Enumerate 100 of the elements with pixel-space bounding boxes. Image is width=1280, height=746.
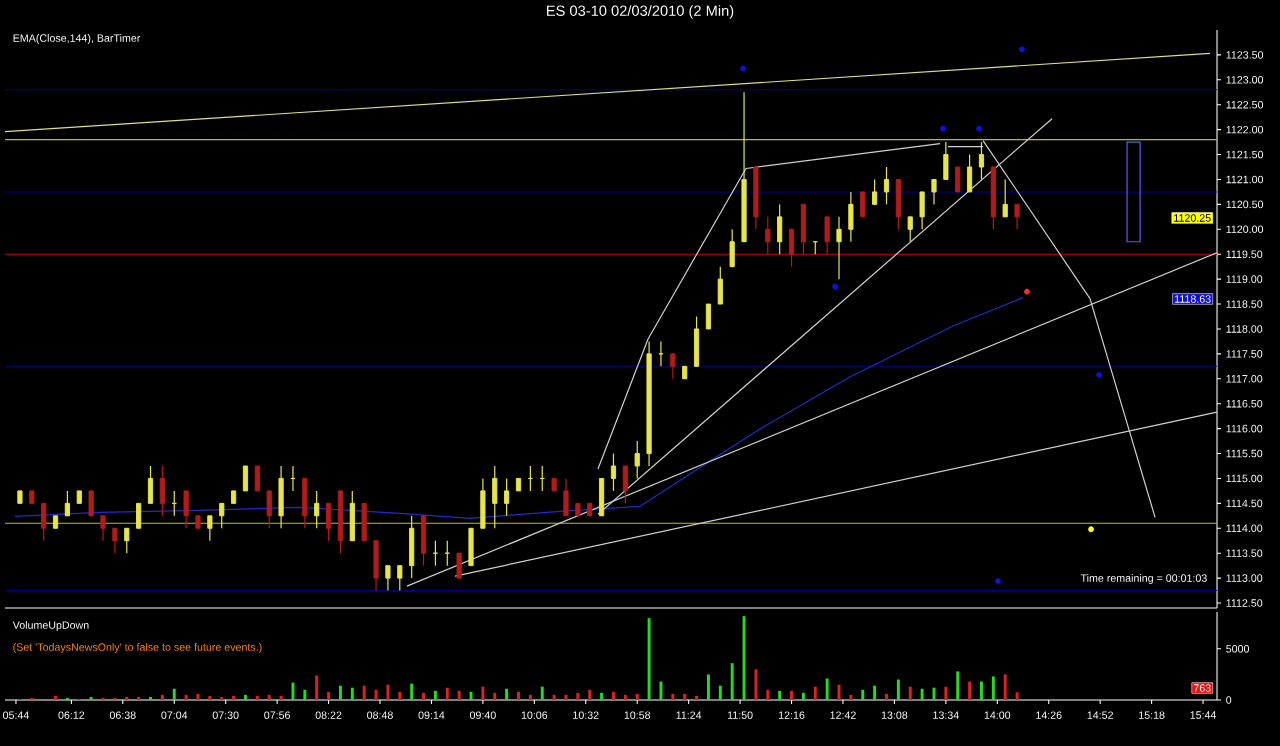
point <box>832 283 838 290</box>
bar <box>232 695 236 700</box>
bar <box>612 691 615 700</box>
x-tick-label: 06:38 <box>109 711 136 719</box>
bar <box>956 671 960 700</box>
y-tick-label: 1113.50 <box>1226 549 1263 557</box>
bar <box>968 681 972 700</box>
bar <box>766 689 770 700</box>
bar <box>790 690 793 700</box>
bar <box>481 686 485 700</box>
bar <box>706 674 710 700</box>
x-tick-label: 08:22 <box>315 711 342 719</box>
candlestick <box>670 353 676 380</box>
bar <box>1003 674 1007 700</box>
bar <box>683 693 687 700</box>
y-tick-label: 1114.00 <box>1226 524 1263 533</box>
candlestick <box>872 178 878 205</box>
bar <box>30 697 34 700</box>
x-tick-label: 09:40 <box>469 711 496 719</box>
bar <box>220 696 224 700</box>
annotation: 1120.25 <box>1174 214 1211 222</box>
y-tick-label: 1120.50 <box>1226 200 1264 209</box>
bar <box>457 690 461 700</box>
bar <box>754 669 758 700</box>
point <box>995 578 1001 585</box>
text: VolumeUpDown <box>12 621 89 631</box>
bar <box>291 682 295 700</box>
candlestick <box>907 216 913 243</box>
y-tick-label: 5000 <box>1226 645 1250 653</box>
y-tick-label: 1115.50 <box>1226 449 1263 458</box>
y-tick-label: 1119.00 <box>1226 275 1263 283</box>
bar <box>623 694 627 700</box>
candlestick <box>112 527 118 554</box>
bar <box>149 696 152 700</box>
candlestick <box>765 216 771 255</box>
line-series <box>597 143 941 470</box>
bar <box>659 681 663 700</box>
y-tick-label: 1120.00 <box>1226 225 1264 234</box>
point <box>940 125 946 132</box>
bar <box>505 688 509 700</box>
candlestick <box>504 477 510 517</box>
candlestick <box>836 216 842 280</box>
candlestick <box>207 515 213 542</box>
y-tick-label: 1123.00 <box>1226 76 1264 84</box>
bar <box>350 687 354 700</box>
y-tick-label: 1119.50 <box>1226 250 1263 258</box>
x-tick-label: 12:16 <box>779 711 805 719</box>
bar <box>885 693 888 700</box>
candlestick <box>1014 203 1020 230</box>
candlestick <box>610 452 617 492</box>
point <box>976 125 982 132</box>
y-tick-label: 1122.00 <box>1226 125 1264 134</box>
bar <box>635 693 639 700</box>
x-tick-label: 11:24 <box>676 711 702 719</box>
x-tick-label: 14:26 <box>1036 711 1062 719</box>
x-tick-label: 07:30 <box>212 711 239 719</box>
bar <box>1015 692 1019 700</box>
line-series <box>14 296 1024 519</box>
candlestick <box>1002 178 1008 218</box>
bar <box>362 685 366 700</box>
x-tick-label: 10:32 <box>573 711 599 719</box>
bar <box>730 663 734 700</box>
candlestick <box>314 490 320 529</box>
bar <box>255 695 259 700</box>
bar <box>327 691 331 700</box>
point <box>1019 46 1025 53</box>
bar <box>588 689 592 700</box>
x-tick-label: 11:50 <box>727 711 753 719</box>
bar <box>303 689 307 700</box>
candlestick <box>883 166 890 205</box>
candlestick <box>978 141 985 181</box>
bar <box>160 694 164 700</box>
y-tick-label: 1118.00 <box>1226 325 1263 333</box>
bar <box>65 697 69 700</box>
point <box>740 65 746 72</box>
y-tick-label: 1121.50 <box>1226 150 1264 159</box>
bar <box>671 693 675 700</box>
point <box>1024 288 1030 295</box>
bar <box>517 691 520 700</box>
bar <box>552 694 556 700</box>
bar <box>695 695 699 700</box>
bar <box>422 692 425 700</box>
candlestick <box>124 527 130 554</box>
y-tick-label: 1122.50 <box>1226 100 1264 109</box>
y-tick-label: 1112.50 <box>1226 599 1263 607</box>
bar <box>718 685 722 700</box>
y-tick-label: 1116.50 <box>1226 399 1263 408</box>
bar <box>493 692 497 700</box>
bar <box>861 689 865 700</box>
y-tick-label: 1118.50 <box>1226 300 1263 308</box>
bar <box>433 690 437 700</box>
candlestick <box>385 565 391 592</box>
bar <box>528 694 532 700</box>
bar <box>801 692 805 700</box>
candlestick <box>634 440 640 480</box>
x-tick-label: 15:44 <box>1190 711 1217 719</box>
x-tick-label: 09:14 <box>418 711 445 719</box>
candlestick <box>64 490 71 517</box>
candlestick <box>931 178 937 205</box>
chart-title: ES 03-10 02/03/2010 (2 Min) <box>547 5 734 19</box>
